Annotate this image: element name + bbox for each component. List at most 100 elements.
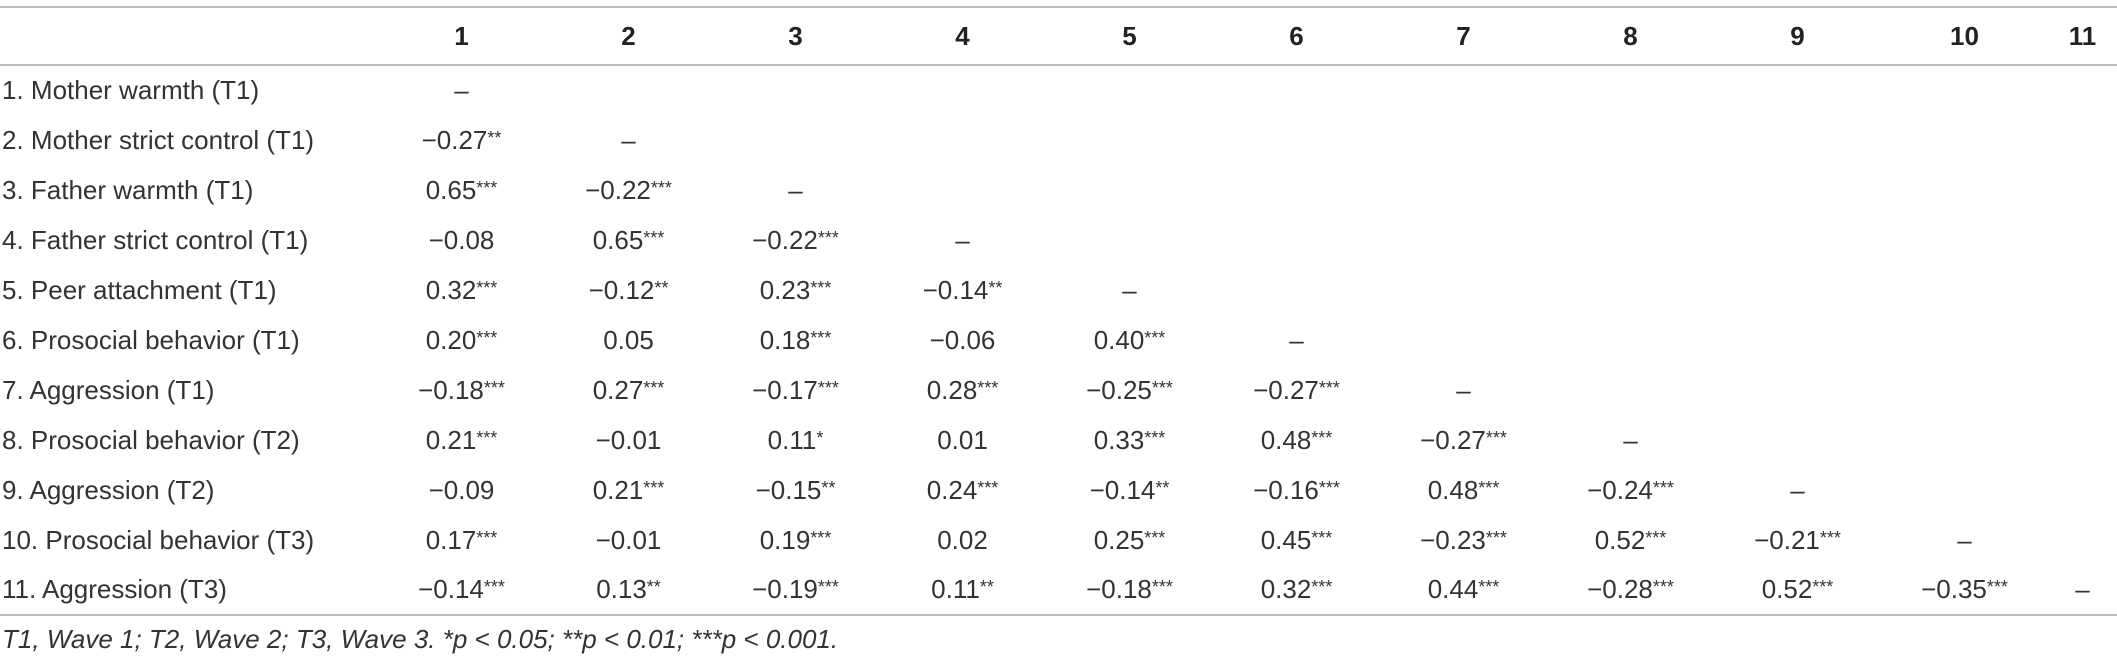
table-cell: [1714, 365, 1881, 415]
cell-value: −0.27: [1420, 424, 1486, 455]
table-cell: [1547, 115, 1714, 165]
column-header: 3: [788, 20, 803, 51]
table-cell: [1714, 415, 1881, 465]
table-cell: [1380, 265, 1547, 315]
significance: ***: [977, 377, 999, 398]
cell-value: −0.09: [428, 474, 495, 505]
row-label: 6. Prosocial behavior (T1): [2, 324, 300, 355]
significance: ***: [1144, 327, 1166, 348]
table-cell: [1881, 265, 2048, 315]
cell-value: 0.45: [1260, 524, 1312, 555]
column-header: 8: [1623, 20, 1638, 51]
significance: ***: [1652, 577, 1674, 597]
table-cell: [879, 165, 1046, 215]
table-cell: 0.65***: [378, 165, 545, 215]
cell-value: −0.22: [585, 174, 651, 205]
table-cell: [1380, 65, 1547, 115]
table-cell: [1380, 315, 1547, 365]
table-cell: −0.15**: [712, 465, 879, 515]
significance: ***: [650, 177, 672, 198]
table-cell: –: [378, 65, 545, 115]
row-label: 1. Mother warmth (T1): [2, 75, 260, 105]
table-cell: −0.17***: [712, 365, 879, 415]
table-cell: [1380, 115, 1547, 165]
table-cell: −0.19***: [712, 565, 879, 615]
significance: ***: [476, 177, 498, 198]
table-cell: 0.25***: [1046, 515, 1213, 565]
table-cell: −0.08: [378, 215, 545, 265]
table-cell: [712, 115, 879, 165]
table-cell: [1213, 115, 1380, 165]
significance: ***: [476, 277, 498, 298]
table-cell: 0.52***: [1714, 565, 1881, 615]
table-cell: −0.18***: [1046, 565, 1213, 615]
table-cell: 0.27***: [545, 365, 712, 415]
table-cell: −0.27***: [1213, 365, 1380, 415]
table-cell: [1046, 65, 1213, 115]
significance: ***: [483, 377, 505, 398]
significance: ***: [1478, 477, 1500, 498]
table-row: 11. Aggression (T3) −0.14*** 0.13** −0.19**…: [0, 565, 2117, 615]
significance: **: [654, 277, 669, 298]
table-cell: [1881, 115, 2048, 165]
cell-value: 0.13: [596, 574, 647, 604]
table-cell: 0.02: [879, 515, 1046, 565]
cell-value: 0.17: [425, 524, 477, 555]
table-cell: [2048, 365, 2117, 415]
significance: ***: [810, 277, 832, 298]
cell-value: −0.27: [1253, 374, 1319, 405]
table-cell: –: [545, 115, 712, 165]
table-cell: 0.48***: [1213, 415, 1380, 465]
table-cell: −0.14**: [1046, 465, 1213, 515]
table-cell: 0.40***: [1046, 315, 1213, 365]
significance: ***: [643, 377, 665, 398]
table-cell: −0.06: [879, 315, 1046, 365]
table-cell: [1881, 65, 2048, 115]
table-cell: [1213, 215, 1380, 265]
significance: ***: [817, 377, 839, 398]
table-cell: −0.16***: [1213, 465, 1380, 515]
table-cell: –: [1213, 315, 1380, 365]
table-cell: 0.21***: [378, 415, 545, 465]
cell-value: −0.15: [755, 474, 822, 505]
cell-value: –: [1289, 324, 1304, 355]
row-label: 8. Prosocial behavior (T2): [2, 424, 300, 455]
row-label: 7. Aggression (T1): [2, 374, 215, 405]
cell-value: −0.21: [1754, 524, 1820, 555]
table-cell: [1213, 265, 1380, 315]
cell-value: –: [788, 174, 803, 205]
significance: ***: [1151, 377, 1173, 398]
row-label: 4. Father strict control (T1): [2, 224, 309, 255]
table-cell: 0.45***: [1213, 515, 1380, 565]
significance: ***: [977, 477, 999, 498]
column-header: 4: [955, 20, 970, 51]
table-cell: 0.11*: [712, 415, 879, 465]
significance: **: [1155, 477, 1170, 498]
cell-value: −0.18: [418, 374, 484, 405]
table-cell: 0.11**: [879, 565, 1046, 615]
table-cell: −0.27***: [1380, 415, 1547, 465]
column-header: 6: [1289, 20, 1304, 51]
table-row: 9. Aggression (T2) −0.09 0.21*** −0.15** 0.2…: [0, 465, 2117, 515]
significance: ***: [1645, 527, 1667, 548]
cell-value: 0.48: [1427, 474, 1479, 505]
cell-value: –: [454, 75, 469, 105]
table-cell: −0.01: [545, 515, 712, 565]
table-cell: [1380, 215, 1547, 265]
table-cell: –: [712, 165, 879, 215]
table-cell: [1046, 115, 1213, 165]
significance: ***: [476, 327, 498, 348]
cell-value: −0.08: [428, 224, 495, 255]
cell-value: −0.19: [752, 574, 818, 604]
table-cell: 0.28***: [879, 365, 1046, 415]
corner-cell: [0, 7, 378, 65]
column-header: 11: [2068, 20, 2097, 51]
table-cell: −0.21***: [1714, 515, 1881, 565]
significance: ***: [1144, 427, 1166, 448]
table-cell: −0.25***: [1046, 365, 1213, 415]
cell-value: −0.14: [418, 574, 484, 604]
table-row: 5. Peer attachment (T1) 0.32*** −0.12** 0.2…: [0, 265, 2117, 315]
cell-value: −0.35: [1921, 574, 1987, 604]
cell-value: 0.21: [425, 424, 477, 455]
cell-value: 0.11: [767, 424, 817, 455]
